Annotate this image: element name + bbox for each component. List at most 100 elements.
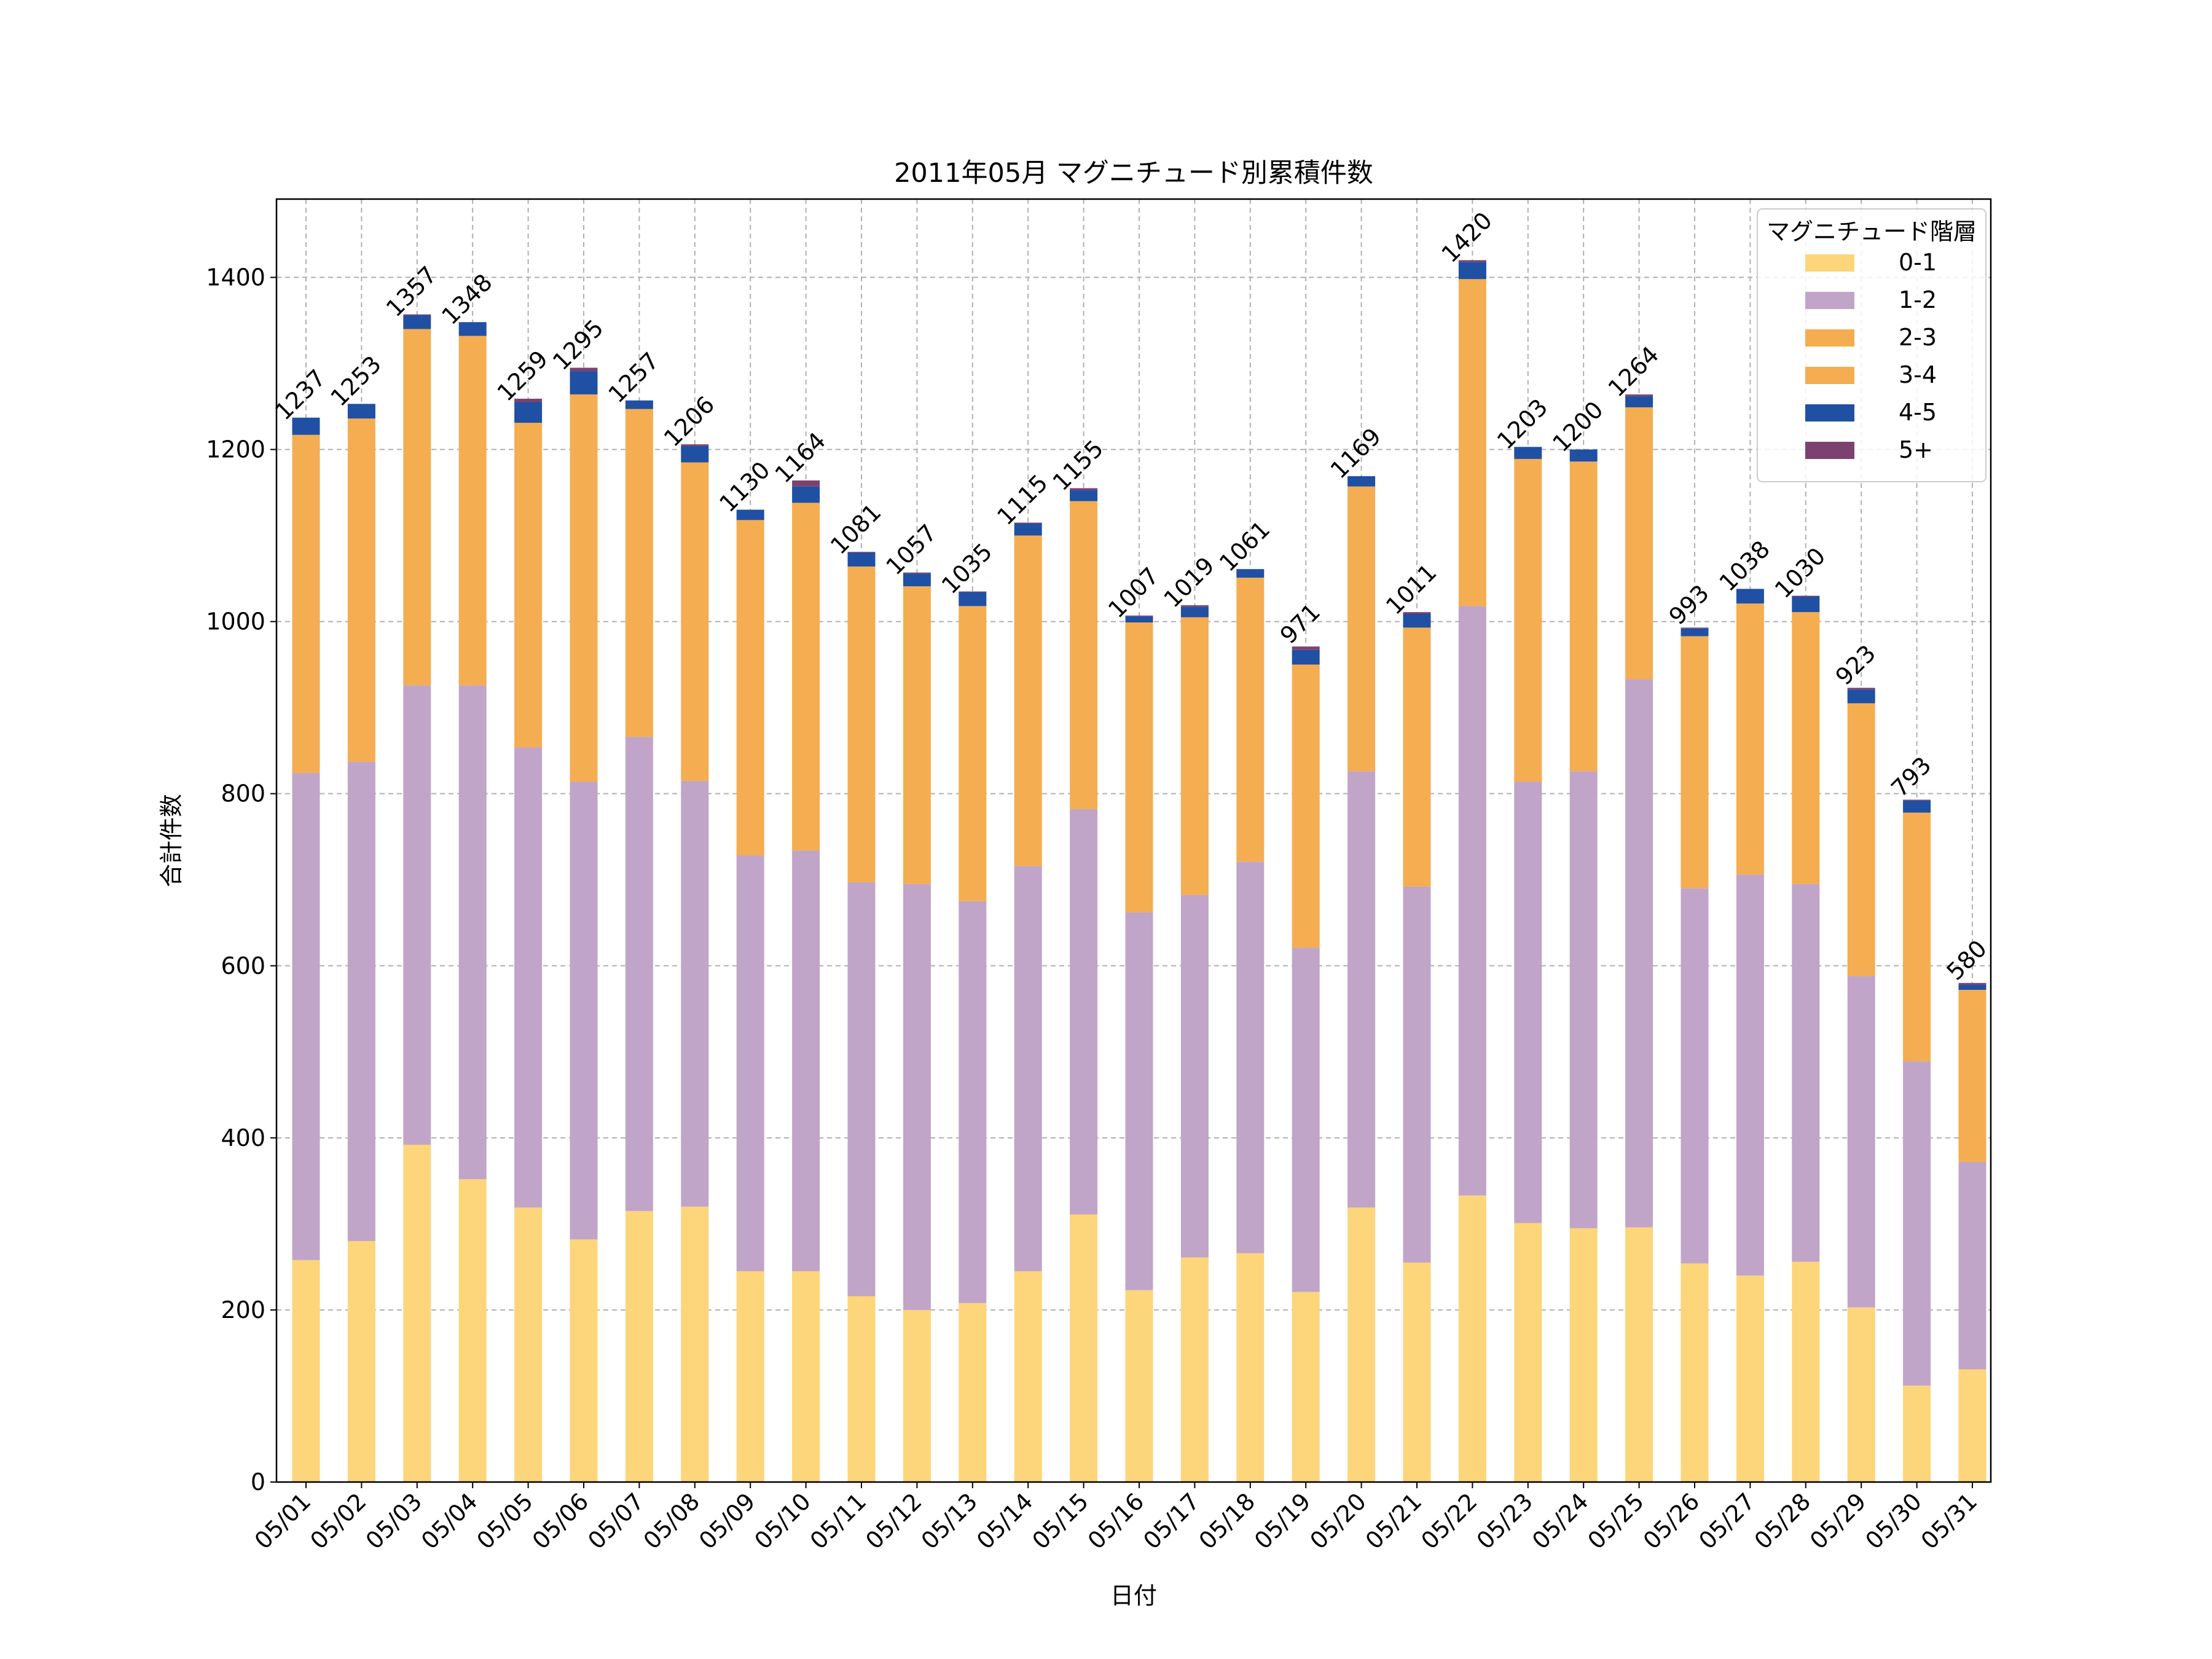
bar-segment-1-2 [1736,874,1764,1276]
bar-segment-1-2 [514,747,543,1208]
bar-segment-0-1 [1903,1386,1931,1482]
bar-segment-4-5 [1625,396,1653,407]
bar-segment-2-3 [347,418,375,762]
bar-segment-4-5 [1736,589,1764,604]
bar-segment-1-2 [792,850,820,1271]
bar-segment-2-3 [625,409,653,737]
bar-segment-0-1 [458,1179,487,1482]
bar-segment-5+ [1180,605,1209,607]
bar-segment-2-3 [458,335,487,686]
bar-segment-4-5 [1236,569,1265,578]
bar-segment-0-1 [736,1271,764,1482]
chart-title: 2011年05月 マグニチュード別累積件数 [894,158,1373,189]
bar-segment-1-2 [625,737,653,1211]
bar-segment-4-5 [514,402,543,423]
bar-segment-0-1 [625,1210,653,1482]
bar-segment-0-1 [292,1260,320,1482]
y-tick-label: 800 [221,780,265,807]
bar-segment-2-3 [1625,407,1653,680]
bar-segment-2-3 [1125,622,1153,912]
bar-segment-1-2 [736,855,764,1271]
bar-segment-1-2 [1292,947,1320,1292]
bar-segment-1-2 [1514,782,1542,1223]
bar-segment-4-5 [625,400,653,409]
bar-segment-4-5 [1292,649,1320,665]
bar-segment-2-3 [292,434,320,774]
bar-segment-4-5 [1403,613,1431,628]
legend-label: 4-5 [1899,399,1937,426]
bar-segment-1-2 [1125,912,1153,1290]
bar-segment-0-1 [1180,1257,1209,1482]
bar-segment-4-5 [458,322,487,336]
bar-segment-4-5 [1458,262,1486,280]
bar-segment-0-1 [347,1241,375,1482]
bar-segment-1-2 [1347,771,1376,1208]
bar-segment-1-2 [959,901,987,1303]
bar-segment-5+ [1903,799,1931,801]
bar-segment-1-2 [1847,976,1875,1308]
legend-box [1757,208,1986,482]
bar-segment-1-2 [403,685,431,1145]
bar-segment-1-2 [1569,771,1598,1228]
bar-segment-4-5 [1180,606,1209,618]
bar-segment-0-1 [1625,1227,1653,1482]
bar-segment-4-5 [1070,490,1098,501]
bar-segment-5+ [792,480,820,487]
y-axis: 0 200 400 600 800 1000 1200 1400 [206,264,276,1496]
legend-swatch-5+ [1805,442,1854,459]
bar-segment-4-5 [681,445,709,463]
bar-segment-1-2 [1236,861,1265,1253]
bar-segment-0-1 [1736,1275,1764,1482]
bar-segment-2-3 [1458,279,1486,606]
bar-segment-1-2 [903,884,931,1310]
bar-segment-2-3 [1070,501,1098,809]
bar-segment-0-1 [1070,1214,1098,1482]
bar-segment-1-2 [1903,1061,1931,1386]
bar-segment-5+ [514,398,543,402]
bar-segment-1-2 [347,761,375,1241]
bar-segment-4-5 [1958,984,1986,990]
y-tick-label: 400 [221,1124,265,1151]
legend-label: 0-1 [1899,249,1937,276]
bar-segment-2-3 [1180,617,1209,895]
bar-segment-1-2 [1625,679,1653,1228]
bar-segment-2-3 [1958,989,1986,1163]
legend-label: 2-3 [1899,324,1937,351]
bar-segment-0-1 [403,1145,431,1482]
bar-segment-1-2 [1180,895,1209,1258]
bar-segment-4-5 [1903,800,1931,813]
bar-segment-2-3 [681,462,709,781]
legend-swatch-1-2 [1805,292,1854,309]
bar-segment-5+ [1014,522,1042,524]
bar-segment-4-5 [1014,523,1042,536]
bar-segment-1-2 [1070,809,1098,1215]
bar-segment-2-3 [736,520,764,856]
bar-segment-0-1 [1458,1195,1486,1482]
bar-segment-4-5 [792,486,820,503]
y-tick-label: 1400 [206,264,265,291]
bar-segment-4-5 [1681,628,1709,637]
legend-title: マグニチュード階層 [1767,218,1977,245]
bar-segment-2-3 [1014,535,1042,866]
bar-segment-4-5 [959,592,987,606]
legend-swatch-0-1 [1805,254,1854,272]
bar-segment-0-1 [1125,1290,1153,1482]
bar-segment-2-3 [570,394,598,782]
bar-segment-1-2 [570,782,598,1240]
bar-segment-4-5 [1569,449,1598,462]
y-axis-label: 合計件数 [158,794,185,887]
bar-segment-5+ [1458,260,1486,262]
bar-segment-1-2 [292,773,320,1260]
bar-segment-2-3 [1236,578,1265,862]
bar-segment-5+ [1847,688,1875,690]
bar-segment-5+ [1958,982,1986,985]
bar-segment-4-5 [1847,689,1875,704]
bar-segment-2-3 [1403,627,1431,887]
y-tick-label: 1000 [206,608,265,635]
bar-segment-0-1 [1958,1369,1986,1482]
bar-segment-5+ [681,444,709,446]
bar-segment-5+ [1792,595,1820,597]
bar-segment-1-2 [1792,884,1820,1262]
bar-segment-0-1 [1847,1307,1875,1482]
